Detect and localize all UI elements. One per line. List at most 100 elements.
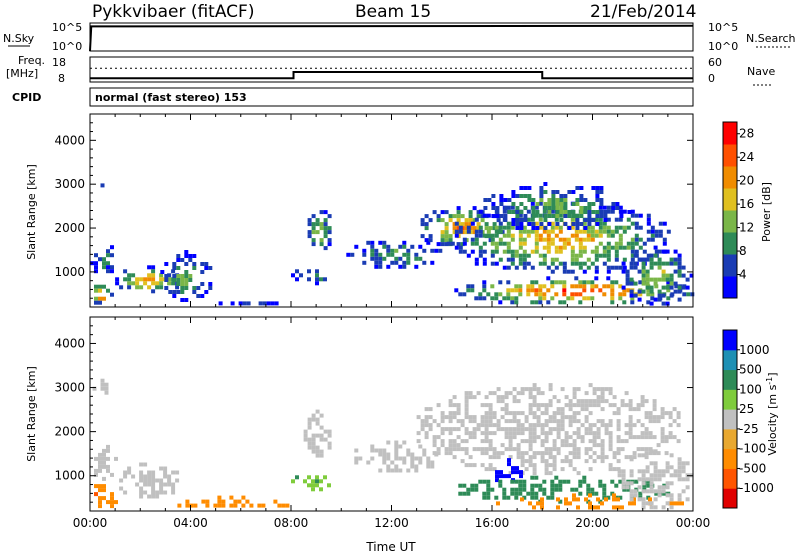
velocity-cell (370, 456, 375, 461)
power-cell (444, 210, 449, 215)
power-cell (574, 292, 579, 297)
velocity-cell (572, 403, 577, 408)
power-cell (630, 213, 635, 218)
velocity-cell (466, 487, 471, 492)
power-cell (172, 274, 177, 278)
velocity-cell (406, 468, 411, 473)
power-cell (172, 290, 177, 294)
velocity-cell (386, 456, 391, 461)
velocity-cell (653, 505, 658, 510)
velocity-cell (311, 449, 316, 454)
power-cell (677, 253, 682, 258)
power-cell (506, 296, 511, 301)
power-cell (538, 296, 543, 301)
velocity-cell (311, 417, 316, 422)
velocity-cell (486, 491, 491, 496)
velocity-cell (163, 482, 168, 487)
velocity-cell (151, 494, 156, 499)
velocity-cell (616, 435, 621, 440)
velocity-cell (426, 456, 431, 461)
power-cell (262, 301, 267, 306)
velocity-cell (532, 463, 537, 468)
power-cell (598, 205, 603, 210)
power-cell (645, 277, 650, 282)
power-cell (546, 245, 551, 250)
power-cell (510, 300, 515, 305)
power-cell (673, 281, 678, 286)
velocity-cell (366, 460, 371, 465)
velocity-cell (528, 459, 533, 464)
power-cell (472, 226, 477, 231)
power-cell (494, 249, 499, 254)
power-cell (135, 285, 140, 290)
velocity-cell (468, 431, 473, 436)
velocity-cell (159, 478, 164, 483)
velocity-cell (424, 415, 429, 420)
power-cell (510, 233, 515, 238)
power-cell (291, 273, 295, 278)
power-cell (458, 292, 463, 297)
power-cell (587, 222, 592, 226)
velocity-cell (556, 497, 560, 502)
velocity-cell (648, 431, 653, 436)
velocity-cell (143, 474, 148, 479)
power-cell (634, 213, 639, 218)
power-cell (662, 237, 667, 242)
velocity-cell (632, 451, 637, 456)
power-cell (472, 218, 477, 223)
velocity-cell (420, 427, 425, 432)
velocity-cell (552, 395, 557, 400)
velocity-cell (685, 485, 690, 490)
power-cell (522, 253, 527, 258)
power-cell (327, 214, 332, 219)
velocity-cell (653, 473, 658, 478)
power-cell (554, 245, 559, 250)
power-cell (546, 229, 551, 234)
power-cell (503, 218, 508, 222)
velocity-cell (370, 448, 375, 453)
power-cell (646, 288, 651, 293)
power-cell (426, 240, 431, 245)
power-cell (192, 266, 197, 270)
velocity-cell (528, 431, 533, 436)
power-cell (474, 241, 479, 246)
power-cell (482, 296, 487, 301)
power-cell (176, 290, 181, 294)
power-cell (115, 277, 120, 282)
nsky-label: N.Sky (3, 32, 35, 45)
velocity-cell (472, 427, 477, 432)
velocity-cell (576, 431, 581, 436)
velocity-cell (648, 419, 653, 424)
power-cell (574, 237, 579, 242)
power-cell (482, 257, 487, 262)
velocity-cell (512, 427, 517, 432)
power-cell (666, 280, 671, 285)
velocity-cell (476, 423, 481, 428)
velocity-cell (548, 399, 553, 404)
power-cell (637, 257, 642, 262)
velocity-cell (532, 471, 537, 476)
velocity-cell (566, 479, 571, 484)
velocity-cell (653, 465, 658, 470)
power-cell (583, 210, 588, 214)
velocity-cell (448, 451, 453, 456)
power-cell (494, 233, 499, 238)
power-cell (629, 277, 634, 282)
velocity-cell (584, 391, 589, 396)
velocity-cell (315, 479, 319, 484)
velocity-cell (620, 403, 625, 408)
power-cell (614, 257, 619, 262)
velocity-cell (452, 455, 457, 460)
velocity-cell (123, 470, 128, 475)
power-cell (374, 256, 379, 261)
velocity-cell (572, 493, 576, 498)
velocity-cell (430, 464, 435, 469)
velocity-cell (636, 447, 641, 452)
power-cell (547, 198, 552, 202)
velocity-cell (558, 487, 563, 492)
velocity-cell (488, 455, 493, 460)
power-cell (414, 252, 419, 257)
power-cell (164, 274, 169, 278)
power-cell (594, 245, 599, 250)
power-cell (362, 260, 367, 265)
